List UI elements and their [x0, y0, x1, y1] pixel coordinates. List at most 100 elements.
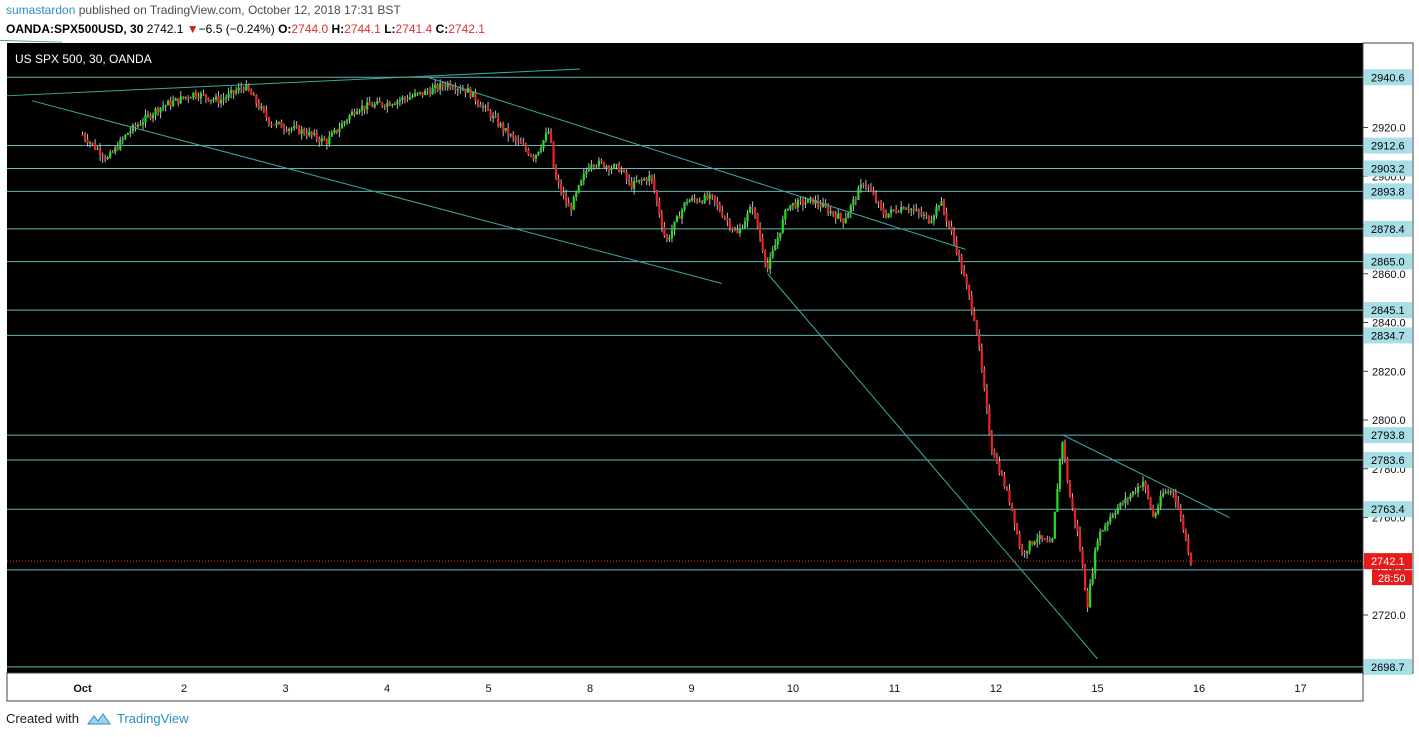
candle-body	[1005, 486, 1009, 490]
candle-body	[1106, 522, 1109, 526]
candle-body	[842, 218, 845, 223]
candle-body	[1071, 497, 1074, 509]
candle-body	[532, 155, 535, 159]
candle-body	[786, 209, 789, 211]
candle-body	[542, 140, 545, 148]
candle-body	[199, 93, 202, 99]
candle-body	[557, 178, 560, 184]
candle-body	[1134, 491, 1137, 493]
plot-area[interactable]	[7, 43, 1363, 673]
candle-body	[474, 92, 477, 101]
candle-body	[96, 148, 99, 150]
candle-body	[106, 157, 109, 160]
candle-body	[1003, 475, 1006, 487]
trend-line[interactable]	[6, 68, 580, 97]
candle-body	[607, 166, 611, 171]
candle-body	[1000, 473, 1004, 476]
price-change: −6.5 (−0.24%)	[198, 22, 275, 36]
candle-body	[146, 114, 150, 116]
candle-body	[320, 138, 323, 142]
candle-body	[449, 82, 452, 88]
level-label-box	[1364, 451, 1412, 468]
candle-body	[905, 208, 908, 210]
candle-body	[1162, 493, 1165, 497]
candle-body	[945, 211, 948, 222]
footer: Created with TradingView	[6, 711, 189, 726]
candle-body	[1121, 502, 1124, 504]
candle-body	[1036, 539, 1039, 542]
trend-line[interactable]	[1061, 434, 1230, 518]
candle-body	[222, 98, 225, 100]
candle-body	[590, 164, 593, 168]
publish-info: sumastardon published on TradingView.com…	[6, 3, 401, 17]
candle-body	[791, 203, 794, 205]
candle-body	[1169, 491, 1172, 493]
candle-body	[562, 192, 565, 195]
down-arrow-icon: ▼	[186, 22, 199, 36]
trend-line[interactable]	[31, 100, 723, 284]
candle-body	[970, 295, 973, 311]
candle-body	[499, 123, 502, 126]
author-link[interactable]: sumastardon	[6, 3, 76, 17]
candle-body	[990, 434, 993, 451]
candle-body	[121, 138, 124, 140]
candle-body	[388, 102, 391, 106]
candle-body	[867, 186, 870, 188]
candle-body	[713, 195, 716, 202]
candle-body	[1081, 549, 1084, 567]
candle-body	[827, 206, 830, 213]
candle-body	[711, 194, 714, 196]
trend-line[interactable]	[0, 39, 63, 43]
candle-body	[252, 95, 255, 97]
candle-body	[640, 179, 643, 181]
candle-body	[512, 134, 515, 138]
candle-body	[925, 215, 928, 217]
candle-body	[887, 213, 890, 218]
candle-body	[315, 132, 318, 139]
candle-body	[1184, 529, 1187, 539]
candle-body	[723, 216, 726, 219]
candle-body	[1048, 541, 1051, 543]
trend-line[interactable]	[767, 273, 1098, 660]
tradingview-link[interactable]: TradingView	[116, 711, 189, 726]
candle-body	[748, 207, 752, 214]
candle-body	[305, 133, 308, 136]
candle-body	[527, 149, 530, 155]
candle-body	[610, 167, 613, 171]
candle-body	[902, 206, 905, 210]
candle-body	[907, 208, 910, 211]
time-axis[interactable]	[6, 672, 1364, 702]
candle-body	[285, 129, 288, 131]
candle-body	[391, 104, 394, 106]
candle-body	[1026, 550, 1029, 554]
candle-body	[1182, 516, 1185, 530]
candle-body	[801, 199, 805, 205]
candle-body	[151, 114, 155, 119]
candle-body	[534, 154, 538, 159]
candle-body	[544, 133, 548, 141]
candle-body	[446, 82, 449, 88]
candle-body	[935, 206, 938, 216]
candle-body	[330, 132, 333, 137]
candle-body	[408, 97, 412, 100]
candle-body	[1126, 497, 1130, 500]
candle-body	[890, 209, 893, 214]
candle-body	[663, 226, 666, 236]
candle-body	[577, 185, 580, 193]
candle-body	[378, 101, 381, 103]
level-label-box	[1364, 302, 1412, 319]
trend-line[interactable]	[427, 76, 966, 250]
candle-body	[1157, 506, 1160, 513]
candle-body	[355, 111, 359, 115]
candle-body	[655, 191, 658, 202]
published-text: published on TradingView.com, October 12…	[78, 3, 401, 17]
x-tick-label: 16	[1193, 683, 1205, 695]
candle-body	[728, 220, 731, 229]
candle-body	[257, 103, 260, 109]
candle-body	[270, 123, 273, 125]
candle-body	[643, 178, 646, 181]
candle-body	[194, 92, 197, 97]
candle-body	[884, 214, 888, 218]
level-label: 2845.1	[1371, 305, 1405, 317]
